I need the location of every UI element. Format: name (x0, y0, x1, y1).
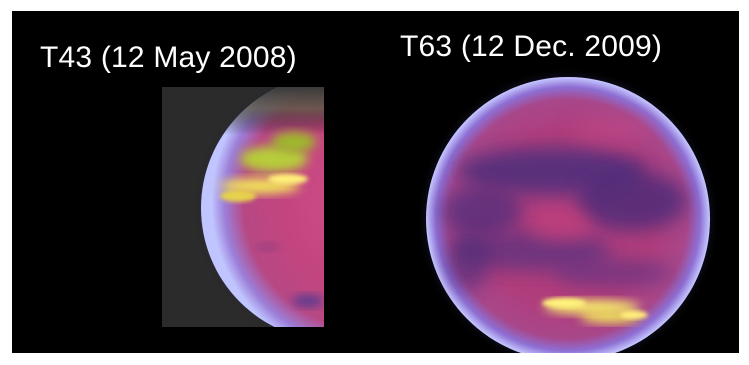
titan-t63-image (416, 67, 720, 353)
image-frame: T43 (12 May 2008) T63 (12 Dec. 2009) (12, 11, 739, 353)
caption-t43: T43 (12 May 2008) (40, 41, 297, 74)
titan-t43-image (162, 87, 324, 327)
planet-images (162, 67, 720, 353)
caption-t63: T63 (12 Dec. 2009) (400, 30, 663, 63)
